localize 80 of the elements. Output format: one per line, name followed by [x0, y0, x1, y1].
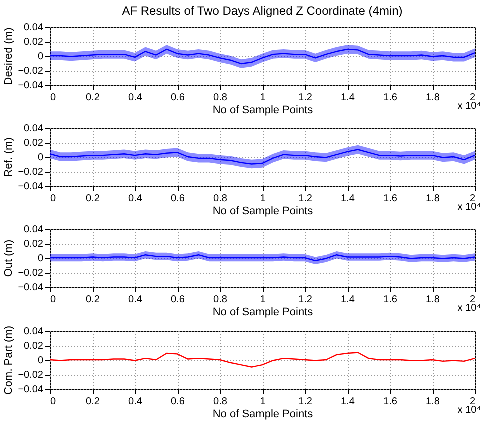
y-tick-label: −0.04 [18, 182, 44, 192]
x-tick-label: 1 [260, 396, 266, 408]
x-tick-label: 0.2 [86, 294, 100, 306]
text: x 10⁴ [458, 101, 481, 112]
x-tick-label: 1.4 [341, 194, 356, 204]
x-axis-title: No of Sample Points [212, 104, 314, 116]
x-tick-label: 1.4 [341, 396, 356, 408]
y-tick-label: 0.04 [24, 326, 44, 338]
y-axis-title: Desired (m) [3, 28, 16, 86]
x-tick-label: 0.6 [171, 194, 186, 204]
text: x 10⁴ [458, 202, 481, 213]
x-axis-title: No of Sample Points [212, 306, 314, 318]
y-tick-label: 0.04 [24, 124, 44, 134]
y-tick-label: 0 [38, 152, 44, 164]
y-axis-title: Out (m) [3, 240, 16, 278]
x-tick-label: 1.8 [426, 92, 440, 104]
y-tick-label: 0.02 [24, 341, 44, 352]
x-tick-label: 1.6 [384, 294, 398, 306]
x-tick-label: 0.2 [86, 194, 100, 204]
x-tick-label: 1.8 [426, 194, 440, 204]
y-tick-label: 0.02 [24, 138, 44, 149]
x-tick-label: 2 [470, 294, 476, 306]
x-tick-label: 1.6 [384, 194, 398, 204]
x-tick-label: 1.2 [298, 92, 313, 104]
x-tick-label: 0 [50, 396, 56, 408]
x-tick-label: 0.6 [171, 294, 186, 306]
x-tick-label: 1.2 [298, 396, 313, 408]
y-tick-label: 0.02 [24, 37, 44, 48]
x-tick-label: 0.8 [214, 92, 228, 104]
text: x 10⁴ [458, 303, 481, 314]
y-tick-label: −0.04 [18, 282, 44, 294]
x-tick-label: 1.6 [384, 92, 398, 104]
y-tick-label: 0.02 [24, 239, 44, 250]
line-series [49, 352, 476, 368]
x-tick-label: 0.2 [86, 396, 100, 408]
x-tick-label: 1.2 [298, 194, 313, 204]
y-tick-label: −0.04 [18, 80, 44, 92]
x-tick-label: 2 [470, 92, 476, 104]
x-tick-label: 0.6 [171, 92, 186, 104]
y-tick-label: 0.04 [24, 22, 44, 34]
y-tick-label: 0 [38, 356, 44, 366]
x-tick-label: 0.8 [214, 194, 228, 204]
y-tick-label: −0.02 [18, 370, 44, 381]
y-tick-label: 0.04 [24, 224, 44, 236]
x-tick-label: 0.6 [171, 396, 186, 408]
x-tick-label: 1.2 [298, 294, 313, 306]
x-tick-label: 1.4 [341, 294, 356, 306]
line-series [49, 149, 476, 165]
x-tick-label: 0 [50, 194, 56, 204]
x-tick-label: 1 [260, 92, 266, 104]
x-tick-label: 0.2 [86, 92, 100, 104]
x-tick-label: 0 [50, 294, 56, 306]
x-tick-label: 1.4 [341, 92, 356, 104]
x-tick-label: 0.4 [128, 294, 143, 306]
y-tick-label: −0.02 [18, 268, 44, 279]
x-tick-label: 0 [50, 92, 56, 104]
x-tick-label: 1 [260, 294, 266, 306]
x-tick-label: 0.4 [128, 92, 143, 104]
y-tick-label: −0.02 [18, 66, 44, 77]
x-tick-label: 0.8 [214, 396, 228, 408]
y-tick-label: −0.04 [18, 384, 44, 396]
y-axis-title: Com. Part (m) [3, 326, 16, 396]
y-tick-label: 0 [38, 254, 44, 264]
y-axis-title: Ref. (m) [3, 138, 16, 178]
x-tick-label: 1.6 [384, 396, 398, 408]
y-tick-label: −0.02 [18, 167, 44, 178]
x-tick-label: 1.8 [426, 396, 440, 408]
x-tick-label: 0.4 [128, 396, 143, 408]
x-tick-label: 2 [470, 396, 476, 408]
text: x 10⁴ [458, 405, 481, 416]
x-axis-title: No of Sample Points [212, 206, 314, 218]
x-tick-label: 1 [260, 194, 266, 204]
line-series [49, 48, 476, 65]
x-axis-title: No of Sample Points [212, 408, 314, 420]
x-tick-label: 0.8 [214, 294, 228, 306]
y-tick-label: 0 [38, 52, 44, 62]
chart-title: AF Results of Two Days Aligned Z Coordinate (4min) [122, 4, 403, 18]
x-tick-label: 1.8 [426, 294, 440, 306]
x-tick-label: 0.4 [128, 194, 143, 204]
x-tick-label: 2 [470, 194, 476, 204]
